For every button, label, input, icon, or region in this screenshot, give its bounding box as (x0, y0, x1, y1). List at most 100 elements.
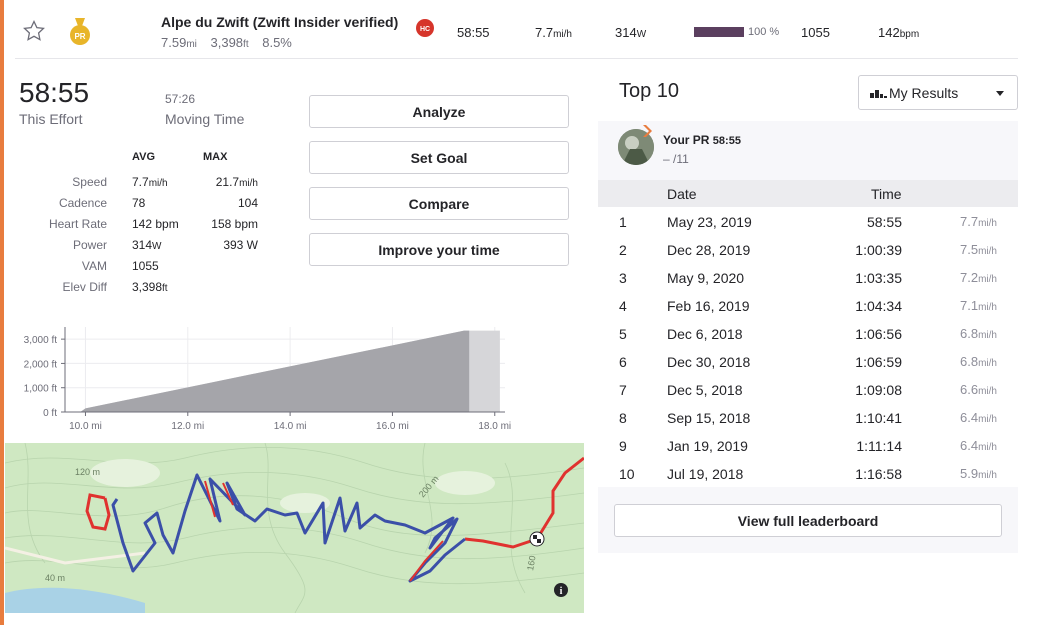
stat-max: 393 W (223, 238, 258, 252)
segment-map[interactable]: 120 m 40 m 200 m 160 i (5, 443, 584, 613)
segment-power-unit: W (636, 29, 647, 40)
segment-time: 58:55 (457, 25, 490, 40)
segment-speed-unit: mi/h (553, 29, 572, 40)
hc-category-badge: HC (416, 19, 434, 37)
results-filter-label: My Results (889, 85, 959, 101)
elevation-chart[interactable]: 3,000 ft 2,000 ft 1,000 ft 0 ft 10.0 mi 12.0… (0, 322, 520, 437)
y-tick-label: 2,000 ft (24, 359, 58, 370)
x-tick-label: 10.0 mi (69, 421, 102, 432)
stat-avg: 142 bpm (132, 217, 179, 231)
row-speed-value: 6.8 (960, 326, 979, 341)
stat-label: Speed (72, 175, 107, 189)
row-date[interactable]: Dec 6, 2018 (667, 326, 743, 342)
row-speed-unit: mi/h (978, 470, 997, 481)
row-time: 1:04:34 (855, 298, 902, 314)
stat-avg: 1055 (132, 259, 159, 273)
row-time: 1:03:35 (855, 270, 902, 286)
stat-avg: 314W (132, 238, 161, 252)
leaderboard-title: Top 10 (619, 80, 680, 102)
stat-avg: 7.7mi/h (132, 175, 168, 189)
row-rank: 1 (619, 214, 627, 230)
info-icon[interactable]: i (554, 583, 568, 597)
segment-name[interactable]: Alpe du Zwift (Zwift Insider verified) (161, 14, 399, 30)
row-speed: 6.6mi/h (960, 382, 997, 397)
effort-time-label: This Effort (19, 111, 83, 127)
strava-chevron-icon (641, 124, 655, 138)
row-speed-value: 6.4 (960, 438, 979, 453)
stats-avg-header: AVG (132, 151, 156, 163)
analyze-button[interactable]: Analyze (309, 95, 569, 128)
stat-avg: 78 (132, 196, 146, 210)
stat-avg: 3,398ft (132, 280, 168, 294)
selected-row-accent (0, 0, 4, 625)
row-speed: 6.8mi/h (960, 354, 997, 369)
stats-max-header: MAX (203, 151, 228, 163)
set-goal-button[interactable]: Set Goal (309, 141, 569, 174)
moving-time-label: Moving Time (165, 111, 245, 127)
row-date[interactable]: May 23, 2019 (667, 214, 752, 230)
row-date[interactable]: Sep 15, 2018 (667, 410, 751, 426)
compare-button[interactable]: Compare (309, 187, 569, 220)
row-date[interactable]: Dec 30, 2018 (667, 354, 751, 370)
x-tick-label: 12.0 mi (171, 421, 204, 432)
row-speed-unit: mi/h (978, 246, 997, 257)
segment-stats: 7.59mi 3,398ft 8.5% (161, 35, 292, 50)
row-time: 1:10:41 (855, 410, 902, 426)
bar-chart-icon (870, 90, 887, 98)
segment-row[interactable]: PR Alpe du Zwift (Zwift Insider verified… (0, 0, 1038, 60)
contour-label: 120 m (75, 467, 100, 477)
row-speed-value: 7.2 (960, 270, 979, 285)
row-speed-unit: mi/h (978, 218, 997, 229)
route-line (111, 473, 466, 583)
view-full-leaderboard-button[interactable]: View full leaderboard (614, 504, 1002, 537)
segment-elevation-unit: ft (243, 39, 249, 50)
row-rank: 8 (619, 410, 627, 426)
row-time: 1:00:39 (855, 242, 902, 258)
row-speed-value: 7.5 (960, 242, 979, 257)
map-clearings (90, 459, 495, 513)
row-speed-unit: mi/h (978, 358, 997, 369)
improve-time-button[interactable]: Improve your time (309, 233, 569, 266)
row-date[interactable]: Feb 16, 2019 (667, 298, 750, 314)
checkered-flag-icon (529, 531, 545, 547)
results-filter-select[interactable]: My Results (858, 75, 1018, 110)
star-icon[interactable] (22, 19, 46, 43)
row-speed-unit: mi/h (978, 414, 997, 425)
stat-max-value: 21.7 (215, 175, 240, 189)
row-rank: 6 (619, 354, 627, 370)
row-time: 1:06:59 (855, 354, 902, 370)
your-pr-rank: – /11 (663, 152, 689, 166)
row-rank: 4 (619, 298, 627, 314)
row-rank: 10 (619, 466, 635, 482)
row-speed-unit: mi/h (978, 442, 997, 453)
row-time: 1:11:14 (856, 438, 902, 454)
elevation-area-segment (80, 330, 470, 412)
row-date[interactable]: Dec 5, 2018 (667, 382, 743, 398)
segment-speed: 7.7mi/h (535, 25, 572, 40)
segment-elevation: 3,398 (210, 35, 244, 50)
row-speed: 7.5mi/h (960, 242, 997, 257)
segment-distance: 7.59 (161, 35, 187, 50)
row-date[interactable]: Jan 19, 2019 (667, 438, 748, 454)
contour-label: 40 m (45, 573, 65, 583)
segment-vam: 1055 (801, 25, 830, 40)
y-tick-label: 1,000 ft (24, 384, 58, 395)
lake (5, 587, 145, 613)
row-speed-value: 7.1 (960, 298, 979, 313)
row-speed: 6.4mi/h (960, 438, 997, 453)
row-rank: 3 (619, 270, 627, 286)
row-date[interactable]: May 9, 2020 (667, 270, 745, 286)
row-speed: 5.9mi/h (960, 466, 997, 481)
moving-time: 57:26 (165, 92, 196, 106)
row-speed: 6.8mi/h (960, 326, 997, 341)
row-rank: 7 (619, 382, 627, 398)
row-speed: 6.4mi/h (960, 410, 997, 425)
pr-medal-icon: PR (69, 18, 91, 46)
row-time: 1:06:56 (855, 326, 902, 342)
route-approach-line (535, 456, 584, 540)
row-speed: 7.1mi/h (960, 298, 997, 313)
row-speed-unit: mi/h (978, 274, 997, 285)
chevron-down-icon (996, 91, 1004, 96)
row-date[interactable]: Dec 28, 2019 (667, 242, 751, 258)
row-date[interactable]: Jul 19, 2018 (667, 466, 744, 482)
